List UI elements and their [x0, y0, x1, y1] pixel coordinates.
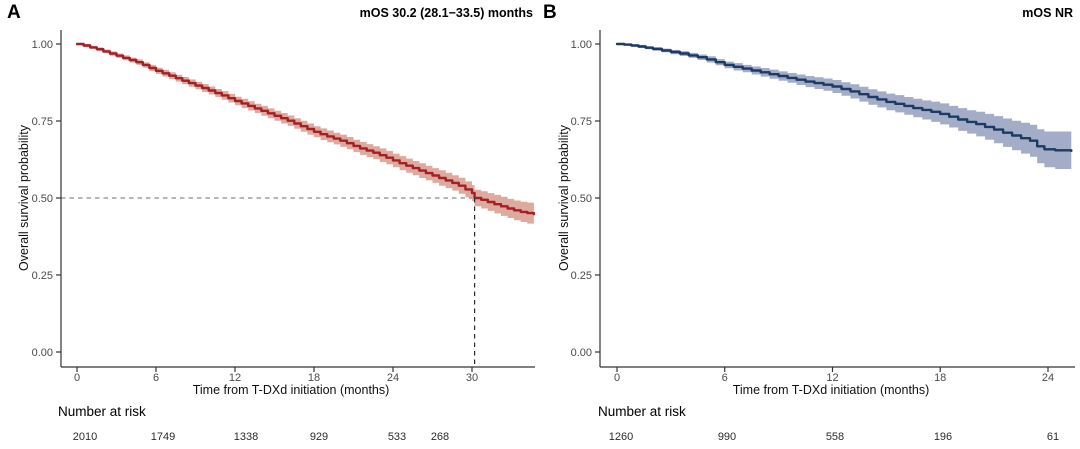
number-at-risk-heading-b: Number at risk [598, 404, 686, 419]
risk-count: 1260 [609, 431, 633, 443]
y-tick-label: 0.75 [32, 116, 53, 128]
x-tick-label: 12 [229, 372, 241, 384]
survival-curve [615, 42, 1073, 153]
y-tick-label: 0.75 [571, 116, 592, 128]
km-plot-svg-b: 1.00 0.75 0.50 0.25 0.00 0 6 12 18 24 1260 990 558 19… [571, 30, 1075, 443]
y-tick-label: 0.00 [32, 347, 53, 359]
number-at-risk-heading-a: Number at risk [58, 404, 146, 419]
risk-count: 268 [431, 431, 449, 443]
risk-count: 2010 [73, 431, 97, 443]
risk-count: 1749 [151, 431, 175, 443]
panel-title-median-os-a: mOS 30.2 (28.1−33.5) months [359, 6, 533, 20]
km-plot-svg-a: 1.00 0.75 0.50 0.25 0.00 0 6 12 18 24 30 2010 1749 13… [32, 30, 536, 443]
x-axis-title-b: Time from T-DXd initiation (months) [732, 383, 930, 397]
x-tick-label: 24 [1042, 372, 1054, 384]
y-tick-label: 1.00 [571, 39, 592, 51]
confidence-band [617, 44, 1072, 171]
x-axis-title-a: Time from T-DXd initiation (months) [192, 383, 390, 397]
y-axis-title-a: Overall survival probability [16, 125, 31, 271]
risk-count: 61 [1047, 431, 1059, 443]
y-tick-label: 0.25 [571, 270, 592, 282]
panel-b: 1.00 0.75 0.50 0.25 0.00 0 6 12 18 24 1260 990 558 19… [540, 0, 1080, 449]
y-tick-label: 1.00 [32, 39, 53, 51]
x-tick-label: 30 [466, 372, 478, 384]
panel-label-a: A [7, 2, 21, 23]
x-tick-label: 18 [934, 372, 946, 384]
panel-label-b: B [543, 2, 557, 23]
risk-count: 990 [718, 431, 736, 443]
x-tick-label: 18 [308, 372, 320, 384]
confidence-band [77, 44, 534, 226]
panel-title-median-os-b: mOS NR [1022, 6, 1073, 20]
x-tick-label: 24 [387, 372, 399, 384]
x-tick-label: 6 [153, 372, 159, 384]
y-tick-label: 0.25 [32, 270, 53, 282]
risk-count: 1338 [234, 431, 258, 443]
risk-count: 929 [310, 431, 328, 443]
y-axis-title-b: Overall survival probability [556, 125, 571, 271]
risk-count: 558 [826, 431, 844, 443]
x-tick-label: 12 [826, 372, 838, 384]
survival-curve [75, 42, 536, 216]
risk-count: 533 [388, 431, 406, 443]
y-tick-label: 0.50 [571, 193, 592, 205]
x-tick-label: 0 [74, 372, 80, 384]
y-tick-label: 0.50 [32, 193, 53, 205]
panel-a: 1.00 0.75 0.50 0.25 0.00 0 6 12 18 24 30 2010 1749 13… [7, 2, 536, 443]
risk-count: 196 [934, 431, 952, 443]
y-tick-label: 0.00 [571, 347, 592, 359]
x-tick-label: 6 [722, 372, 728, 384]
x-tick-label: 0 [614, 372, 620, 384]
